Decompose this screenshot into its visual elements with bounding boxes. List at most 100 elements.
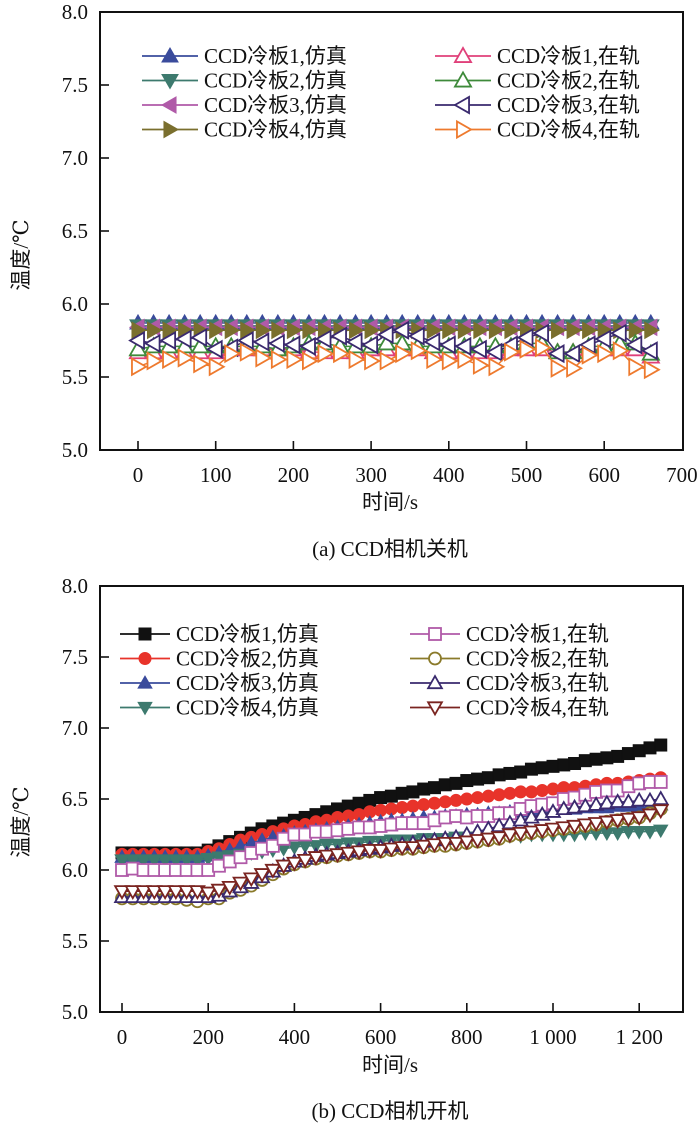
x-tick-label: 0 <box>117 1025 128 1049</box>
data-point <box>488 357 506 377</box>
legend-marker <box>426 701 444 717</box>
data-point <box>406 799 420 813</box>
data-point <box>524 785 538 799</box>
data-point <box>555 821 573 837</box>
x-tick-label: 400 <box>279 1025 311 1049</box>
data-point <box>302 351 319 371</box>
data-point <box>469 834 487 849</box>
legend-label: CCD冷板1,在轨 <box>497 44 640 68</box>
data-point <box>275 859 293 875</box>
data-point <box>457 321 474 340</box>
data-point <box>404 841 422 856</box>
data-point <box>630 811 648 827</box>
legend-label: CCD冷板3,在轨 <box>466 671 609 695</box>
data-point <box>532 323 549 343</box>
data-point <box>479 832 497 848</box>
data-point <box>447 836 465 852</box>
x-tick-label: 500 <box>511 463 543 487</box>
data-point <box>270 349 288 370</box>
data-point <box>395 786 409 800</box>
data-point <box>177 348 195 368</box>
data-point <box>652 824 669 839</box>
x-tick-label: 600 <box>588 463 620 487</box>
data-point <box>314 329 332 349</box>
data-point <box>628 357 646 377</box>
data-point <box>504 342 521 362</box>
data-point <box>568 757 582 770</box>
data-point <box>481 789 495 803</box>
panel-caption: (a) CCD相机关机 <box>312 537 468 561</box>
legend-label: CCD冷板3,仿真 <box>204 93 347 117</box>
data-point <box>481 771 495 785</box>
data-point <box>519 339 537 359</box>
data-point <box>473 321 489 340</box>
data-point <box>307 851 325 866</box>
data-point <box>283 335 301 355</box>
legend-marker <box>426 674 444 690</box>
data-point <box>566 798 584 814</box>
data-point <box>652 804 670 820</box>
data-point <box>286 841 303 856</box>
data-point <box>514 765 528 779</box>
data-point <box>339 846 357 862</box>
data-point <box>392 320 410 340</box>
legend-item: CCD冷板3,在轨 <box>435 93 640 117</box>
data-point <box>264 863 282 879</box>
data-point <box>253 868 271 883</box>
data-point <box>619 812 637 828</box>
data-point <box>609 793 627 808</box>
data-point <box>208 357 226 377</box>
series-8 <box>113 804 670 902</box>
x-tick-label: 200 <box>192 1025 224 1049</box>
data-point <box>652 790 670 806</box>
data-point <box>417 798 431 812</box>
data-point <box>640 341 658 361</box>
data-point <box>224 321 241 340</box>
legend-marker <box>160 96 177 114</box>
legend-item: CCD冷板1,仿真 <box>120 622 319 646</box>
legend-label: CCD冷板3,仿真 <box>176 671 319 695</box>
y-tick-label: 6.0 <box>62 292 88 316</box>
data-point <box>516 327 534 348</box>
legend-item: CCD冷板1,仿真 <box>142 44 347 68</box>
data-point <box>471 791 485 805</box>
data-point <box>146 351 164 371</box>
data-point <box>364 351 381 371</box>
data-point <box>631 825 647 840</box>
data-point <box>114 854 130 868</box>
legend-item: CCD冷板3,仿真 <box>142 93 347 117</box>
legend-marker <box>428 627 442 641</box>
data-point <box>252 332 270 352</box>
x-tick-label: 0 <box>133 463 144 487</box>
data-point <box>167 885 185 901</box>
data-point <box>145 885 163 901</box>
data-point <box>406 785 420 799</box>
data-point <box>609 814 627 830</box>
y-axis-title: 温度/℃ <box>9 786 33 857</box>
data-point <box>609 827 626 841</box>
data-point <box>643 741 657 755</box>
legend-label: CCD冷板2,在轨 <box>497 69 640 93</box>
data-point <box>492 768 506 782</box>
legend-label: CCD冷板2,仿真 <box>176 647 319 671</box>
data-point <box>159 330 177 351</box>
data-point <box>147 321 163 340</box>
data-point <box>535 761 549 775</box>
data-point <box>113 885 131 901</box>
data-point <box>628 321 645 340</box>
data-point <box>308 840 324 854</box>
legend-label: CCD冷板1,仿真 <box>204 44 347 68</box>
data-point <box>557 758 571 772</box>
legend-marker <box>161 46 179 63</box>
data-point <box>609 323 627 343</box>
data-point <box>372 844 390 859</box>
data-point <box>449 776 463 790</box>
data-point <box>578 754 592 768</box>
legend-item: CCD冷板2,仿真 <box>142 69 347 93</box>
data-point <box>221 880 239 896</box>
legend-marker <box>453 95 470 115</box>
y-tick-label: 5.0 <box>62 438 88 462</box>
series-2 <box>115 771 668 861</box>
